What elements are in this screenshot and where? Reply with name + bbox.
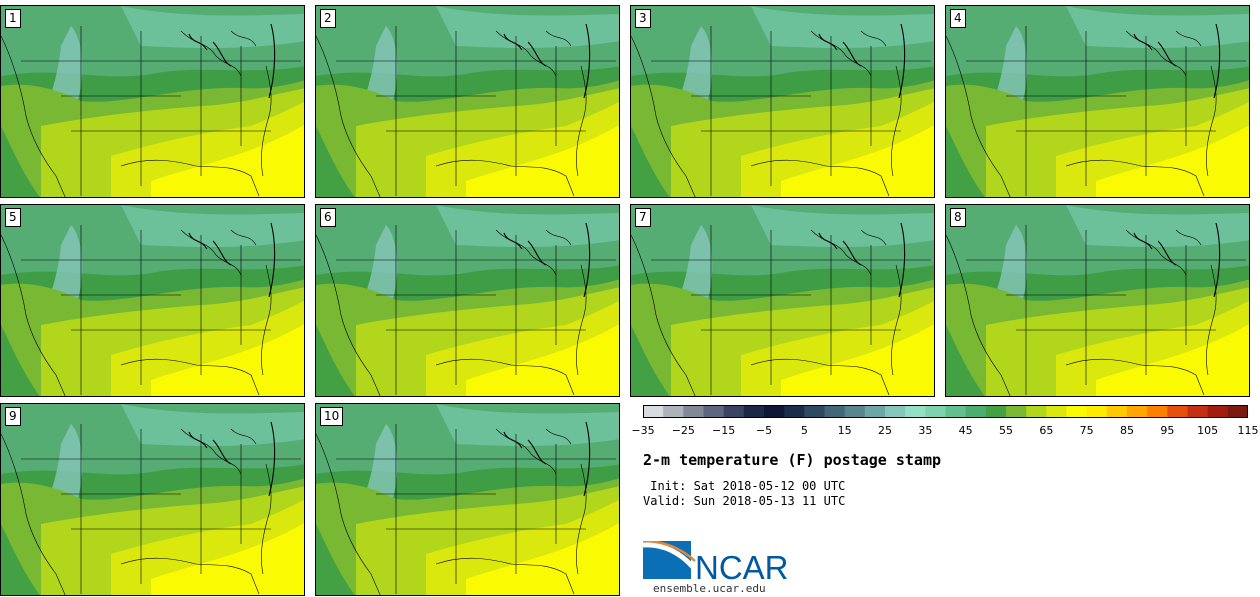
panel-number: 1 bbox=[5, 9, 21, 28]
colorbar-tick-label: 15 bbox=[837, 424, 852, 437]
colorbar-tick-label: 105 bbox=[1197, 424, 1219, 437]
plot-title: 2-m temperature (F) postage stamp bbox=[643, 451, 942, 469]
colorbar-bin bbox=[1026, 405, 1047, 418]
colorbar-tick-label: −15 bbox=[712, 424, 736, 437]
colorbar-tick-label: 115 bbox=[1237, 424, 1259, 437]
logo-text: NCAR bbox=[695, 549, 789, 581]
colorbar-bin bbox=[1187, 405, 1209, 418]
colorbar-bin bbox=[905, 405, 926, 418]
website-url: ensemble.ucar.edu bbox=[653, 582, 766, 595]
colorbar-tick-label: −25 bbox=[671, 424, 695, 437]
colorbar-tick-label: 65 bbox=[1039, 424, 1054, 437]
colorbar-bin bbox=[743, 405, 765, 418]
colorbar-bin bbox=[1046, 405, 1067, 418]
panel-number: 9 bbox=[5, 407, 21, 426]
colorbar-bin bbox=[683, 405, 704, 418]
colorbar-tick-label: −35 bbox=[631, 424, 655, 437]
colorbar-bin bbox=[1086, 405, 1108, 418]
colorbar-tick-label: 55 bbox=[999, 424, 1013, 437]
map-panel: 1 bbox=[0, 5, 305, 198]
temperature-map bbox=[1, 6, 304, 197]
panel-number: 2 bbox=[320, 9, 336, 28]
colorbar-bin bbox=[1066, 405, 1088, 418]
colorbar-bin bbox=[1207, 405, 1229, 418]
colorbar-ticks: −35 −25 −15 −5 5 15 25 35 45 55 65 75 85 95 105 115 bbox=[628, 424, 1258, 438]
colorbar-frame bbox=[643, 405, 1248, 418]
map-panel: 8 bbox=[945, 204, 1250, 397]
temperature-map bbox=[316, 404, 619, 595]
colorbar-tick-label: 85 bbox=[1120, 424, 1134, 437]
colorbar-bin bbox=[1147, 405, 1168, 418]
panel-number: 6 bbox=[320, 208, 336, 227]
colorbar-bin bbox=[885, 405, 906, 418]
colorbar-bin bbox=[764, 405, 785, 418]
temperature-map bbox=[1, 404, 304, 595]
colorbar-tick-label: 45 bbox=[958, 424, 973, 437]
map-panel: 9 bbox=[0, 403, 305, 596]
temperature-map bbox=[1, 205, 304, 396]
temperature-map bbox=[316, 205, 619, 396]
colorbar-tick-label: 95 bbox=[1160, 424, 1175, 437]
panel-number: 5 bbox=[5, 208, 21, 227]
map-panel: 5 bbox=[0, 204, 305, 397]
panel-number: 8 bbox=[950, 208, 966, 227]
colorbar-bin bbox=[925, 405, 946, 418]
valid-time: Valid: Sun 2018-05-13 11 UTC bbox=[643, 494, 846, 508]
ncar-logo: NCAR bbox=[643, 541, 789, 581]
colorbar-bin bbox=[1127, 405, 1148, 418]
colorbar-tick-label: 5 bbox=[800, 424, 808, 437]
temperature-map bbox=[631, 6, 934, 197]
colorbar-bin bbox=[723, 405, 745, 418]
map-panel: 3 bbox=[630, 5, 935, 198]
map-panel: 4 bbox=[945, 5, 1250, 198]
map-panel: 7 bbox=[630, 204, 935, 397]
temperature-map bbox=[946, 205, 1249, 396]
panel-number: 10 bbox=[320, 407, 344, 426]
temperature-map bbox=[316, 6, 619, 197]
colorbar-bin bbox=[1227, 405, 1248, 418]
colorbar-tick-label: 25 bbox=[878, 424, 892, 437]
map-panel: 10 bbox=[315, 403, 620, 596]
colorbar-bin bbox=[784, 405, 805, 418]
map-panel: 6 bbox=[315, 204, 620, 397]
colorbar-bin bbox=[1167, 405, 1188, 418]
colorbar-tick-label: 35 bbox=[918, 424, 933, 437]
colorbar-bin bbox=[703, 405, 725, 418]
colorbar-bin bbox=[1006, 405, 1027, 418]
colorbar-tick-label: −5 bbox=[755, 424, 773, 437]
colorbar-tick-label: 75 bbox=[1079, 424, 1094, 437]
temperature-map bbox=[631, 205, 934, 396]
init-time: Init: Sat 2018-05-12 00 UTC bbox=[643, 479, 846, 493]
temperature-map bbox=[946, 6, 1249, 197]
colorbar-bin bbox=[945, 405, 967, 418]
colorbar-bin bbox=[844, 405, 866, 418]
colorbar bbox=[643, 405, 1248, 418]
colorbar-bin bbox=[824, 405, 846, 418]
colorbar-bin bbox=[804, 405, 825, 418]
colorbar-bin bbox=[985, 405, 1007, 418]
colorbar-bin bbox=[1106, 405, 1128, 418]
colorbar-bin bbox=[643, 405, 664, 418]
panel-number: 4 bbox=[950, 9, 966, 28]
map-panel: 2 bbox=[315, 5, 620, 198]
colorbar-bin bbox=[663, 405, 684, 418]
panel-number: 3 bbox=[635, 9, 651, 28]
colorbar-bin bbox=[864, 405, 886, 418]
panel-number: 7 bbox=[635, 208, 651, 227]
colorbar-bin bbox=[965, 405, 987, 418]
